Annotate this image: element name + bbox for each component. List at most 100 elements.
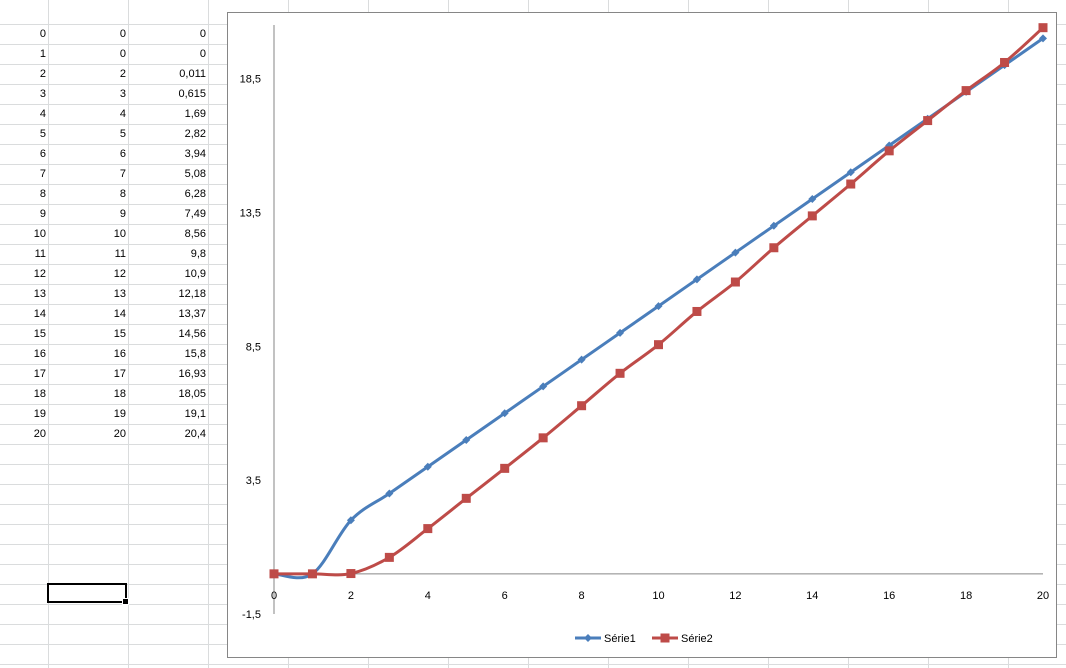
cell-b[interactable]: 16 [113, 348, 126, 360]
cell-b[interactable]: 12 [113, 268, 126, 280]
cell-b[interactable]: 18 [113, 388, 126, 400]
cell-b[interactable]: 3 [119, 88, 126, 100]
cell-c[interactable]: 9,8 [190, 248, 206, 260]
fill-handle[interactable] [122, 598, 129, 605]
data-point [654, 302, 663, 311]
data-point [307, 569, 317, 579]
cell-c[interactable]: 2,82 [184, 128, 206, 140]
data-point [538, 433, 548, 443]
active-cell-cursor[interactable] [47, 583, 129, 605]
line-chart: -1,5 3,5 8,5 13,5 18,5 0 2 4 6 8 10 12 14 16 18 20 Série… [240, 23, 1049, 645]
cell-a[interactable]: 11 [34, 248, 46, 260]
cell-b[interactable]: 8 [119, 188, 126, 200]
cell-a[interactable]: 15 [33, 328, 46, 340]
cell-c[interactable]: 15,8 [184, 348, 206, 360]
data-point [539, 382, 548, 391]
cell-b[interactable]: 20 [113, 428, 126, 440]
cell-a[interactable]: 17 [33, 368, 46, 380]
data-point [769, 221, 778, 230]
data-point [692, 306, 702, 316]
data-point [384, 552, 394, 562]
cell-b[interactable]: 14 [113, 308, 126, 320]
cell-c[interactable]: 3,94 [184, 148, 206, 160]
data-point [654, 340, 663, 350]
cell-a[interactable]: 6 [39, 148, 46, 160]
cell-a[interactable]: 2 [39, 68, 46, 80]
data-point [846, 179, 856, 189]
data-point [807, 211, 817, 221]
x-tick-label: 12 [729, 590, 741, 602]
cell-a[interactable]: 13 [33, 288, 46, 300]
data-point [616, 328, 625, 337]
cell-c[interactable]: 8,56 [184, 228, 206, 240]
cell-b[interactable]: 7 [119, 168, 126, 180]
cell-c[interactable]: 6,28 [184, 188, 206, 200]
cell-a[interactable]: 0 [39, 28, 46, 40]
x-tick-label: 16 [883, 590, 895, 602]
data-point [462, 435, 471, 444]
cell-c[interactable]: 10,9 [184, 268, 206, 280]
cell-b[interactable]: 0 [119, 28, 126, 40]
cell-a[interactable]: 16 [33, 348, 46, 360]
cell-c[interactable]: 19,1 [184, 408, 206, 420]
cell-c[interactable]: 13,37 [178, 308, 206, 320]
chart-area[interactable]: -1,5 3,5 8,5 13,5 18,5 0 2 4 6 8 10 12 14 16 18 20 Série… [227, 12, 1057, 658]
data-point [884, 146, 894, 156]
legend-marker [660, 633, 670, 643]
cell-a[interactable]: 1 [39, 48, 46, 60]
column-gridline [208, 0, 209, 668]
data-point [346, 569, 356, 579]
x-tick-label: 0 [271, 590, 277, 602]
data-point [500, 463, 510, 473]
cell-b[interactable]: 6 [119, 148, 126, 160]
x-tick-label: 8 [579, 590, 585, 602]
cell-b[interactable]: 4 [119, 108, 126, 120]
cell-a[interactable]: 10 [33, 228, 46, 240]
cell-b[interactable]: 15 [113, 328, 126, 340]
x-tick-label: 10 [652, 590, 664, 602]
cell-a[interactable]: 7 [39, 168, 46, 180]
data-point [577, 355, 586, 364]
cell-b[interactable]: 10 [113, 228, 126, 240]
y-tick-label: -1,5 [242, 609, 261, 621]
cell-c[interactable]: 18,05 [178, 388, 206, 400]
cell-c[interactable]: 1,69 [184, 108, 206, 120]
cell-b[interactable]: 0 [119, 48, 126, 60]
cell-a[interactable]: 12 [33, 268, 46, 280]
column-gridline [48, 0, 49, 668]
cell-a[interactable]: 19 [33, 408, 46, 420]
x-tick-label: 6 [502, 590, 508, 602]
cell-b[interactable]: 13 [113, 288, 126, 300]
cell-c[interactable]: 5,08 [184, 168, 206, 180]
cell-a[interactable]: 5 [39, 128, 46, 140]
cell-b[interactable]: 19 [113, 408, 126, 420]
data-point [461, 493, 471, 503]
cell-c[interactable]: 0,011 [179, 68, 206, 80]
cell-b[interactable]: 2 [119, 68, 126, 80]
cell-c[interactable]: 14,56 [178, 328, 206, 340]
data-point [961, 86, 971, 96]
cell-a[interactable]: 4 [39, 108, 46, 120]
cell-c[interactable]: 16,93 [178, 368, 206, 380]
cell-a[interactable]: 3 [39, 88, 46, 100]
cell-c[interactable]: 0 [199, 28, 206, 40]
cell-a[interactable]: 9 [39, 208, 46, 220]
cell-b[interactable]: 9 [119, 208, 126, 220]
cell-b[interactable]: 5 [119, 128, 126, 140]
cell-a[interactable]: 20 [33, 428, 46, 440]
cell-a[interactable]: 14 [33, 308, 46, 320]
legend-marker [584, 634, 592, 642]
cell-c[interactable]: 12,18 [178, 288, 206, 300]
cell-c[interactable]: 20,4 [184, 428, 206, 440]
cell-a[interactable]: 18 [33, 388, 46, 400]
cell-c[interactable]: 0 [199, 48, 206, 60]
cell-c[interactable]: 7,49 [184, 208, 206, 220]
cell-b[interactable]: 11 [114, 248, 126, 260]
data-point [846, 168, 855, 177]
cell-a[interactable]: 8 [39, 188, 46, 200]
cell-c[interactable]: 0,615 [178, 88, 206, 100]
data-point [615, 368, 625, 378]
data-point [385, 489, 394, 498]
cell-b[interactable]: 17 [113, 368, 126, 380]
y-tick-label: 3,5 [246, 475, 261, 487]
